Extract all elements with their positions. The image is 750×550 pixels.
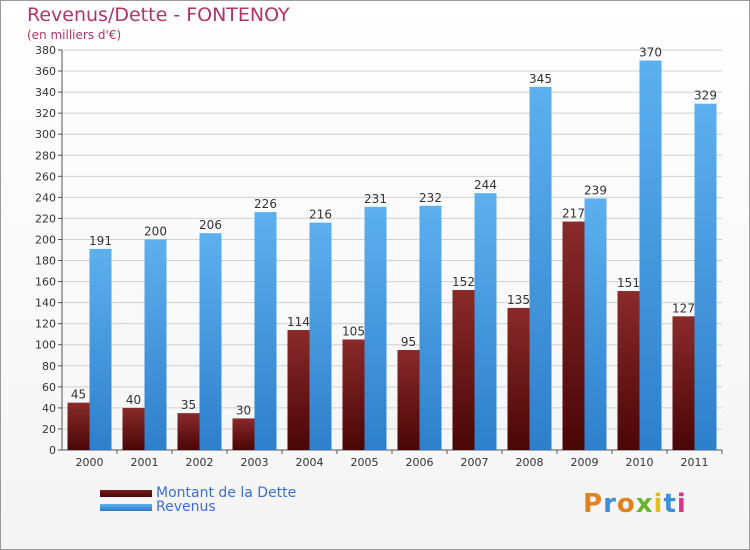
bar-dette	[287, 330, 310, 450]
y-tick-label: 120	[35, 318, 56, 331]
data-label: 105	[342, 324, 365, 338]
x-tick-label: 2003	[241, 456, 269, 469]
bar-revenus	[309, 222, 332, 450]
data-label: 217	[562, 207, 585, 221]
proxiti-logo: Proxiti	[583, 489, 687, 519]
data-label: 40	[126, 393, 141, 407]
bar-revenus	[254, 212, 277, 450]
bar-revenus	[199, 233, 222, 450]
data-label: 191	[89, 234, 112, 248]
x-tick-label: 2005	[351, 456, 379, 469]
logo-letter: o	[616, 489, 636, 519]
y-tick-label: 280	[35, 149, 56, 162]
logo-letter: P	[583, 489, 604, 519]
bar-revenus	[89, 248, 112, 450]
y-tick-label: 380	[35, 44, 56, 57]
y-tick-label: 80	[42, 360, 56, 373]
x-tick-label: 2000	[76, 456, 104, 469]
logo-letter: r	[603, 489, 617, 519]
logo-letter: i	[676, 489, 687, 519]
bar-revenus	[584, 198, 607, 450]
y-tick-label: 340	[35, 86, 56, 99]
y-tick-label: 180	[35, 255, 56, 268]
bar-revenus	[364, 206, 387, 450]
bar-dette	[397, 350, 420, 450]
data-label: 345	[529, 72, 552, 86]
data-label: 30	[236, 403, 251, 417]
chart-subtitle: (en milliers d'€)	[27, 28, 122, 42]
y-tick-label: 300	[35, 128, 56, 141]
bar-dette	[452, 290, 475, 450]
data-label: 95	[401, 335, 416, 349]
bar-revenus	[639, 60, 662, 451]
logo-letter: i	[653, 489, 664, 519]
x-tick-label: 2009	[571, 456, 599, 469]
data-label: 206	[199, 218, 222, 232]
y-tick-label: 360	[35, 65, 56, 78]
y-tick-label: 140	[35, 297, 56, 310]
bar-dette	[507, 307, 530, 450]
x-tick-label: 2007	[461, 456, 489, 469]
data-label: 329	[694, 89, 717, 103]
bar-revenus	[419, 205, 442, 450]
bar-dette	[67, 402, 90, 450]
y-tick-label: 240	[35, 191, 56, 204]
bar-revenus	[694, 103, 717, 451]
data-label: 200	[144, 224, 167, 238]
y-tick-label: 0	[49, 444, 56, 457]
legend-item-revenus: Revenus	[100, 499, 296, 515]
data-label: 114	[287, 315, 310, 329]
bar-revenus	[474, 193, 497, 450]
chart-title: Revenus/Dette - FONTENOY	[27, 4, 290, 26]
logo-letter: t	[663, 489, 677, 519]
bar-dette	[232, 418, 255, 450]
legend-label-dette: Montant de la Dette	[156, 485, 297, 501]
data-label: 35	[181, 398, 196, 412]
x-tick-label: 2010	[626, 456, 654, 469]
x-tick-label: 2004	[296, 456, 324, 469]
y-tick-label: 20	[42, 423, 56, 436]
data-label: 127	[672, 301, 695, 315]
legend-label-revenus: Revenus	[156, 499, 216, 515]
x-tick-label: 2008	[516, 456, 544, 469]
data-label: 135	[507, 293, 530, 307]
legend-swatch-revenus	[100, 503, 152, 511]
y-tick-label: 260	[35, 170, 56, 183]
data-label: 231	[364, 192, 387, 206]
logo-letter: x	[635, 489, 654, 519]
y-tick-label: 160	[35, 276, 56, 289]
x-tick-label: 2002	[186, 456, 214, 469]
y-tick-label: 100	[35, 339, 56, 352]
bar-dette	[672, 316, 695, 450]
bar-dette	[562, 221, 585, 450]
data-label: 239	[584, 183, 607, 197]
data-label: 370	[639, 46, 662, 60]
x-tick-label: 2011	[681, 456, 709, 469]
legend-item-dette: Montant de la Dette	[100, 485, 297, 501]
bar-dette	[122, 407, 145, 450]
bar-dette	[342, 339, 365, 450]
data-label: 226	[254, 197, 277, 211]
y-tick-label: 200	[35, 233, 56, 246]
data-label: 45	[71, 388, 86, 402]
y-tick-label: 220	[35, 212, 56, 225]
legend-swatch-dette	[100, 489, 152, 497]
legend: Montant de la Dette Revenus	[100, 485, 297, 515]
y-tick-label: 320	[35, 107, 56, 120]
y-tick-label: 60	[42, 381, 56, 394]
data-label: 244	[474, 178, 497, 192]
x-tick-label: 2001	[131, 456, 159, 469]
data-label: 232	[419, 191, 442, 205]
data-label: 152	[452, 275, 475, 289]
data-label: 151	[617, 276, 640, 290]
y-tick-label: 40	[42, 402, 56, 415]
bar-dette	[177, 413, 200, 450]
bar-revenus	[529, 86, 552, 450]
data-label: 216	[309, 208, 332, 222]
bar-revenus	[144, 239, 167, 450]
x-tick-label: 2006	[406, 456, 434, 469]
bar-dette	[617, 291, 640, 450]
